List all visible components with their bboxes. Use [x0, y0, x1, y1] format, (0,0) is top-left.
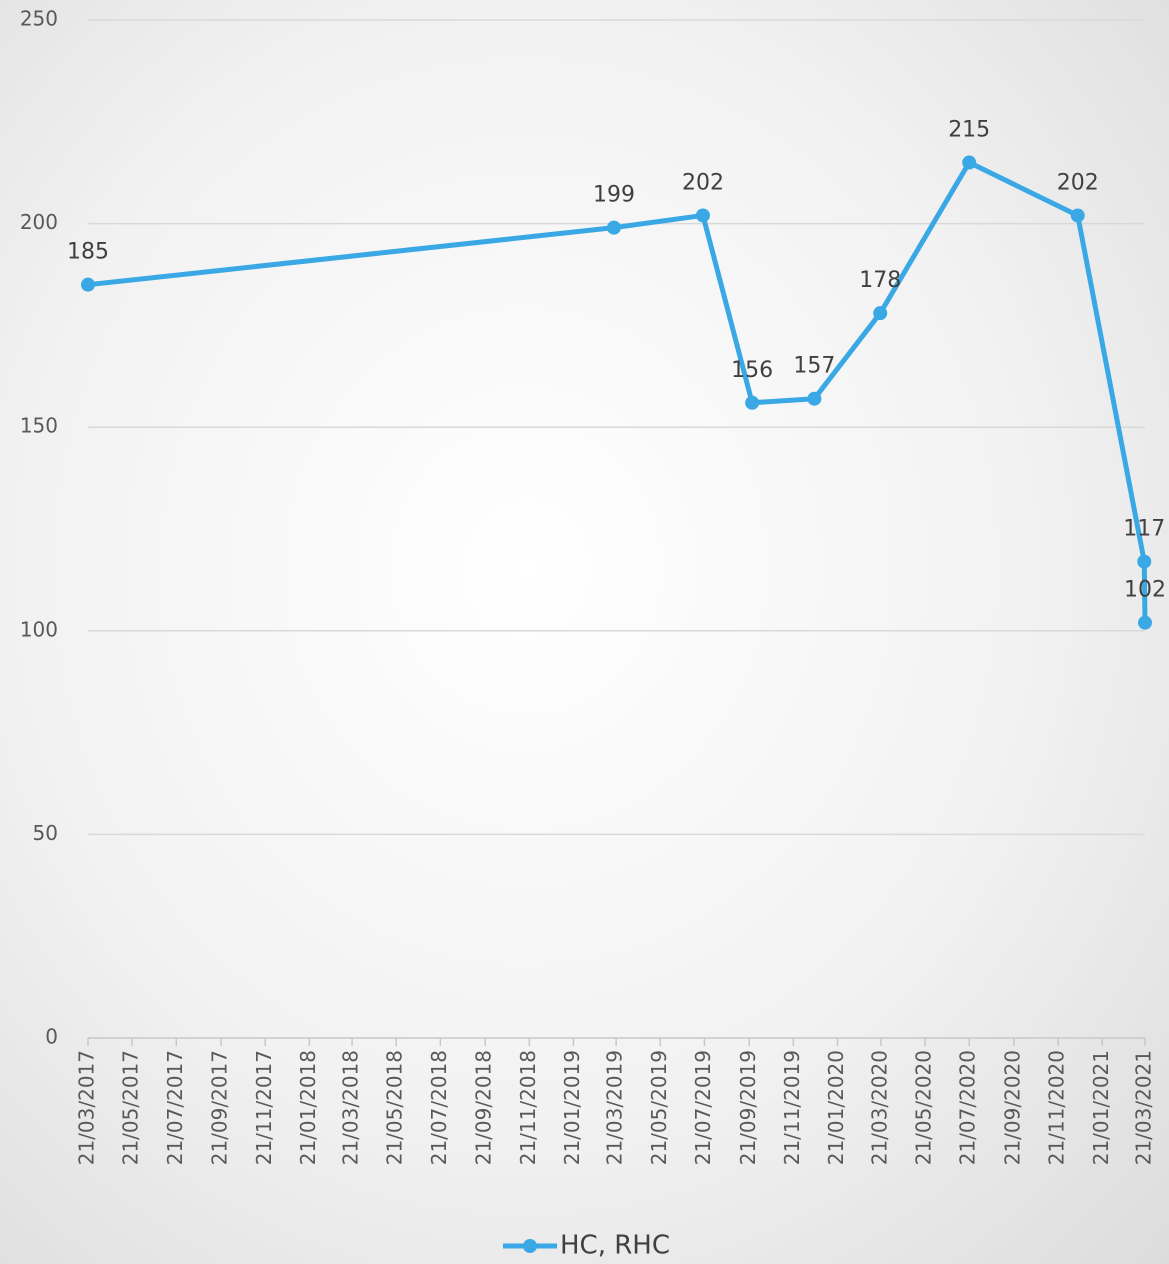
x-tick-label: 21/07/2017: [163, 1050, 187, 1165]
x-tick-label: 21/01/2019: [560, 1050, 584, 1165]
x-tick-label: 21/05/2018: [383, 1050, 407, 1165]
x-tick-label: 21/03/2019: [603, 1050, 627, 1165]
data-label: 102: [1124, 578, 1166, 603]
data-label: 157: [793, 354, 835, 379]
x-tick-label: 21/03/2020: [867, 1050, 891, 1165]
y-tick-label: 200: [20, 210, 58, 234]
y-tick-label: 150: [20, 414, 58, 438]
y-tick-label: 250: [20, 7, 58, 31]
data-point: [1138, 615, 1152, 630]
x-tick-label: 21/11/2020: [1045, 1050, 1069, 1165]
data-point: [745, 395, 760, 410]
x-tick-label: 21/11/2018: [516, 1050, 540, 1165]
x-tick-label: 21/03/2017: [75, 1050, 99, 1165]
x-tick-label: 21/09/2017: [208, 1050, 232, 1165]
x-tick-label: 21/09/2019: [736, 1050, 760, 1165]
data-label: 215: [948, 118, 990, 143]
data-label: 117: [1123, 517, 1165, 542]
data-point: [807, 391, 822, 406]
x-tick-label: 21/09/2020: [1001, 1050, 1025, 1165]
x-tick-label: 21/07/2020: [956, 1050, 980, 1165]
x-tick-label: 21/03/2018: [339, 1050, 363, 1165]
x-tick-label: 21/01/2020: [824, 1050, 848, 1165]
y-tick-label: 100: [20, 617, 58, 641]
data-label: 178: [859, 268, 901, 293]
data-label: 202: [682, 170, 724, 195]
data-point: [962, 155, 977, 170]
x-tick-label: 21/01/2018: [296, 1050, 320, 1165]
x-tick-label: 21/01/2021: [1089, 1050, 1113, 1165]
x-tick-label: 21/05/2020: [912, 1050, 936, 1165]
y-tick-label: 50: [33, 821, 58, 845]
data-label: 185: [67, 240, 109, 265]
data-point: [606, 220, 621, 235]
x-tick-label: 21/09/2018: [472, 1050, 496, 1165]
x-tick-label: 21/11/2019: [780, 1050, 804, 1165]
series-line: [87, 160, 1148, 623]
x-tick-label: 21/07/2018: [427, 1050, 451, 1165]
data-point: [1137, 554, 1152, 569]
x-tick-label: 21/11/2017: [252, 1050, 276, 1165]
legend-marker: [523, 1239, 537, 1253]
data-label: 156: [731, 358, 773, 383]
data-label: 202: [1057, 170, 1099, 195]
x-tick-label: 21/03/2021: [1132, 1050, 1156, 1165]
x-tick-label: 21/05/2019: [647, 1050, 671, 1165]
x-tick-label: 21/05/2017: [119, 1050, 143, 1165]
data-label: 199: [593, 183, 635, 208]
data-point: [695, 208, 710, 223]
data-point: [81, 277, 95, 292]
x-tick-label: 21/07/2019: [691, 1050, 715, 1165]
data-point: [873, 306, 888, 321]
y-tick-label: 0: [45, 1025, 58, 1049]
legend-label: HC, RHC: [560, 1231, 670, 1261]
data-point: [1070, 208, 1085, 223]
